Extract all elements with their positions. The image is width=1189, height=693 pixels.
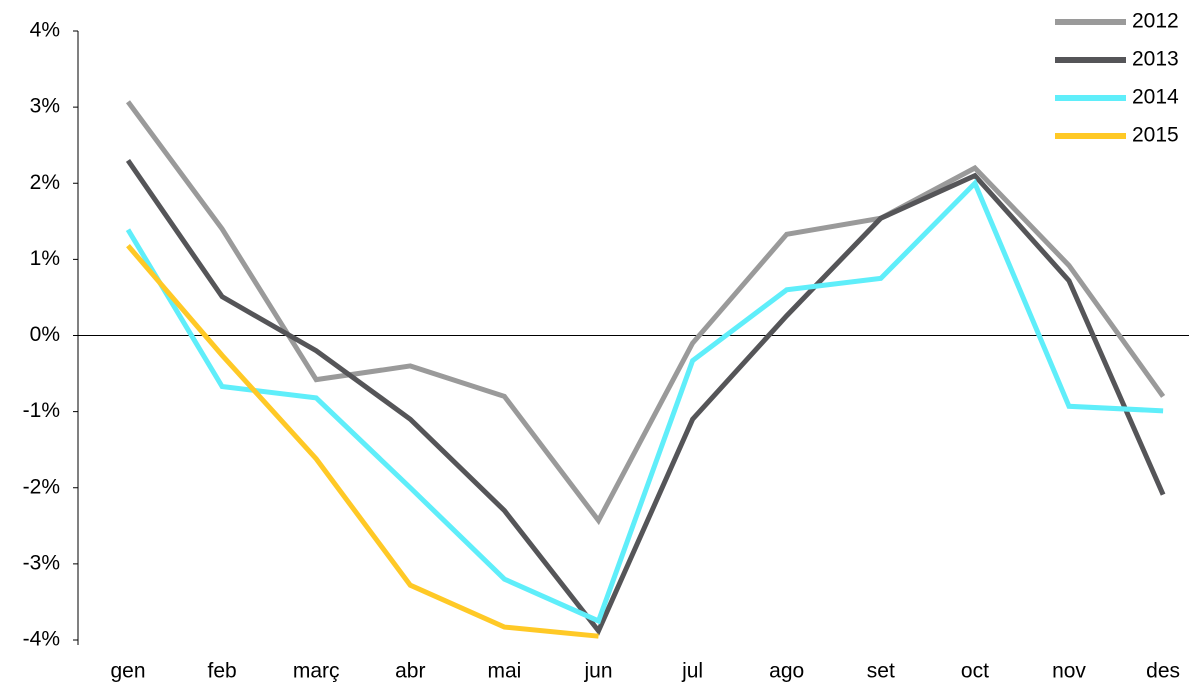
y-tick-label: 3% — [30, 95, 60, 118]
legend-label: 2014 — [1132, 86, 1179, 109]
y-tick-label: 0% — [30, 323, 60, 346]
x-tick-label: ago — [769, 660, 804, 683]
y-tick-label: -3% — [23, 551, 60, 574]
y-tick-label: 4% — [30, 19, 60, 42]
x-tick-label: jun — [583, 660, 612, 683]
y-tick-label: 2% — [30, 171, 60, 194]
x-tick-label: nov — [1052, 660, 1086, 683]
series-line — [125, 100, 1166, 526]
legend-label: 2012 — [1132, 10, 1179, 33]
legend-label: 2015 — [1132, 124, 1179, 147]
x-tick-label: abr — [395, 660, 425, 683]
x-tick-label: març — [293, 660, 340, 683]
x-tick-label: mai — [487, 660, 521, 683]
legend-label: 2013 — [1132, 48, 1179, 71]
x-tick-label: set — [867, 660, 895, 683]
x-tick-label: gen — [110, 660, 145, 683]
x-tick-label: jul — [681, 660, 703, 683]
y-tick-label: 1% — [30, 247, 60, 270]
y-tick-label: -2% — [23, 475, 60, 498]
series-line — [125, 158, 1166, 636]
y-tick-label: -1% — [23, 399, 60, 422]
x-tick-label: feb — [207, 660, 236, 683]
x-tick-label: oct — [961, 660, 989, 683]
y-tick-label: -4% — [23, 628, 60, 651]
series-line — [126, 244, 599, 639]
x-tick-label: des — [1146, 660, 1180, 683]
series-line — [125, 178, 1164, 625]
